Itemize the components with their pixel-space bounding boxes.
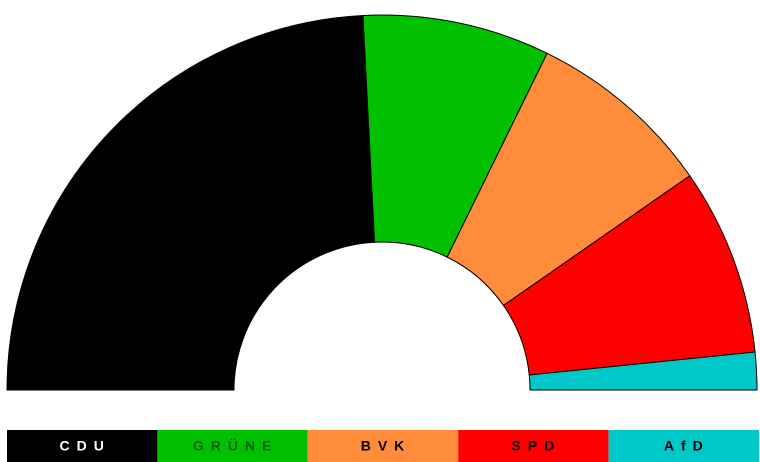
seat-segment	[528, 351, 758, 391]
seat-segment	[6, 14, 376, 391]
legend-swatch	[7, 430, 158, 462]
legend-swatch	[307, 430, 459, 462]
legend-label: AfD	[664, 438, 710, 454]
legend-swatch	[608, 430, 759, 462]
legend-label: BVK	[361, 438, 412, 454]
legend-swatch	[458, 430, 609, 462]
legend-label: SPD	[512, 438, 562, 454]
legend-swatch	[157, 430, 308, 462]
legend-label: GRÜNE	[193, 438, 279, 454]
legend-label: CDU	[60, 438, 111, 454]
